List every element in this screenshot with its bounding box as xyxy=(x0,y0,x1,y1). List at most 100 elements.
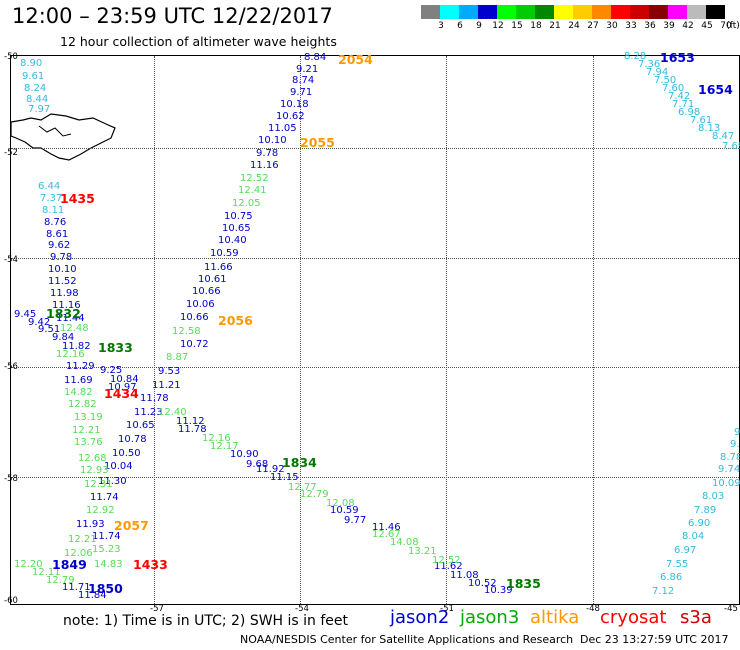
scale-swatch xyxy=(497,5,516,19)
scale-swatch xyxy=(440,5,459,19)
swh-value: 11.23 xyxy=(134,407,163,418)
swh-value: 11.82 xyxy=(62,341,91,352)
swh-value: 11.66 xyxy=(204,262,233,273)
legend-jason3: jason3 xyxy=(460,607,520,628)
scale-label: 27 xyxy=(587,21,599,31)
swh-value: 10.65 xyxy=(222,223,251,234)
falkland-islands xyxy=(11,113,116,161)
swh-value: 13.21 xyxy=(408,546,437,557)
scale-label: 15 xyxy=(511,21,523,31)
swh-value: 12.31 xyxy=(84,479,113,490)
swh-value: 9.21 xyxy=(296,64,319,75)
falkland-inlet xyxy=(38,125,72,137)
pass-time-label: 2054 xyxy=(338,52,373,67)
swh-value: 6.86 xyxy=(660,572,683,583)
swh-value: 14.82 xyxy=(64,387,93,398)
swh-value: 9.71 xyxy=(290,87,313,98)
swh-value: 12.20 xyxy=(14,559,43,570)
legend-jason2: jason2 xyxy=(390,607,450,628)
swh-value: 9.53 xyxy=(158,366,181,377)
swh-value: 12.52 xyxy=(240,173,269,184)
swh-value: 10.97 xyxy=(108,382,137,393)
swh-value: 10.50 xyxy=(112,448,141,459)
swh-value: 11.16 xyxy=(250,160,279,171)
scale-label: 21 xyxy=(549,21,561,31)
scale-swatch xyxy=(611,5,630,19)
scale-swatch xyxy=(668,5,687,19)
scale-swatch xyxy=(478,5,497,19)
grid-line-lat xyxy=(11,258,739,259)
swh-value: 10.06 xyxy=(186,299,215,310)
swh-value: 7.36 xyxy=(638,59,661,70)
swh-value: 10.78 xyxy=(118,434,147,445)
scale-label: 45 xyxy=(701,21,713,31)
swh-value: 12.52 xyxy=(432,555,461,566)
swh-value: 11.62 xyxy=(434,561,463,572)
swh-value: 12.82 xyxy=(68,399,97,410)
swh-value: 11.15 xyxy=(270,472,299,483)
scale-label: 30 xyxy=(606,21,618,31)
scale-label: 39 xyxy=(663,21,675,31)
swh-value: 9.45 xyxy=(14,309,37,320)
lon-label: -57 xyxy=(150,604,164,614)
scale-swatch xyxy=(649,5,668,19)
swh-value: 9.78 xyxy=(50,252,73,263)
swh-value: 7.71 xyxy=(672,99,695,110)
scale-swatch xyxy=(459,5,478,19)
swh-value: 11.30 xyxy=(98,476,127,487)
scale-label: 9 xyxy=(476,21,482,31)
grid-line-lat xyxy=(11,367,739,368)
swh-value: 12.77 xyxy=(288,482,317,493)
lat-label: -60 xyxy=(4,596,18,606)
swh-value: 11.69 xyxy=(64,375,93,386)
swh-value: 11.08 xyxy=(450,570,479,581)
swh-value: 10.61 xyxy=(198,274,227,285)
legend-cryosat: cryosat xyxy=(600,607,667,628)
map-plot xyxy=(10,55,740,605)
swh-value: 11.16 xyxy=(52,300,81,311)
swh-value: 11.12 xyxy=(176,416,205,427)
pass-time-label: 1435 xyxy=(60,191,95,206)
swh-value: 11.44 xyxy=(56,313,85,324)
scale-swatch xyxy=(516,5,535,19)
swh-value: 11.46 xyxy=(372,522,401,533)
swh-value: 13.76 xyxy=(74,437,103,448)
swh-value: 11.78 xyxy=(140,393,169,404)
swh-value: 9.61 xyxy=(22,71,45,82)
scale-label: 33 xyxy=(625,21,637,31)
swh-value: 10.59 xyxy=(330,505,359,516)
swh-value: 8.28 xyxy=(624,51,647,62)
swh-value: 12.16 xyxy=(202,433,231,444)
lat-label: -56 xyxy=(4,362,18,372)
scale-swatch xyxy=(706,5,725,19)
scale-unit: (ft) xyxy=(726,21,740,31)
pass-time-label: 1835 xyxy=(506,576,541,591)
swh-value: 9.69 xyxy=(734,427,740,438)
map-subtitle: 12 hour collection of altimeter wave hei… xyxy=(60,34,337,49)
swh-value: 9.77 xyxy=(344,515,367,526)
pass-time-label: 1832 xyxy=(46,306,81,321)
swh-value: 12.92 xyxy=(86,505,115,516)
lon-label: -51 xyxy=(440,604,454,614)
scale-label: 24 xyxy=(568,21,580,31)
pass-time-label: 1850 xyxy=(88,581,123,596)
swh-value: 12.17 xyxy=(210,441,239,452)
lat-label: -52 xyxy=(4,148,18,158)
pass-time-label: 1433 xyxy=(133,557,168,572)
swh-value: 7.69 xyxy=(722,141,740,152)
swh-value: 7.94 xyxy=(646,67,669,78)
swh-value: 11.93 xyxy=(76,519,105,530)
swh-value: 14.83 xyxy=(94,559,123,570)
scale-label: 18 xyxy=(530,21,542,31)
scale-swatch xyxy=(592,5,611,19)
swh-value: 9.68 xyxy=(246,459,269,470)
swh-value: 9.51 xyxy=(38,324,61,335)
swh-value: 12.48 xyxy=(60,323,89,334)
swh-value: 6.90 xyxy=(688,518,711,529)
swh-value: 9.22 xyxy=(730,439,740,450)
pass-time-label: 2057 xyxy=(114,518,149,533)
credit-line: NOAA/NESDIS Center for Satellite Applica… xyxy=(240,633,574,646)
swh-value: 11.74 xyxy=(92,531,121,542)
scale-swatch xyxy=(554,5,573,19)
swh-value: 11.52 xyxy=(48,276,77,287)
